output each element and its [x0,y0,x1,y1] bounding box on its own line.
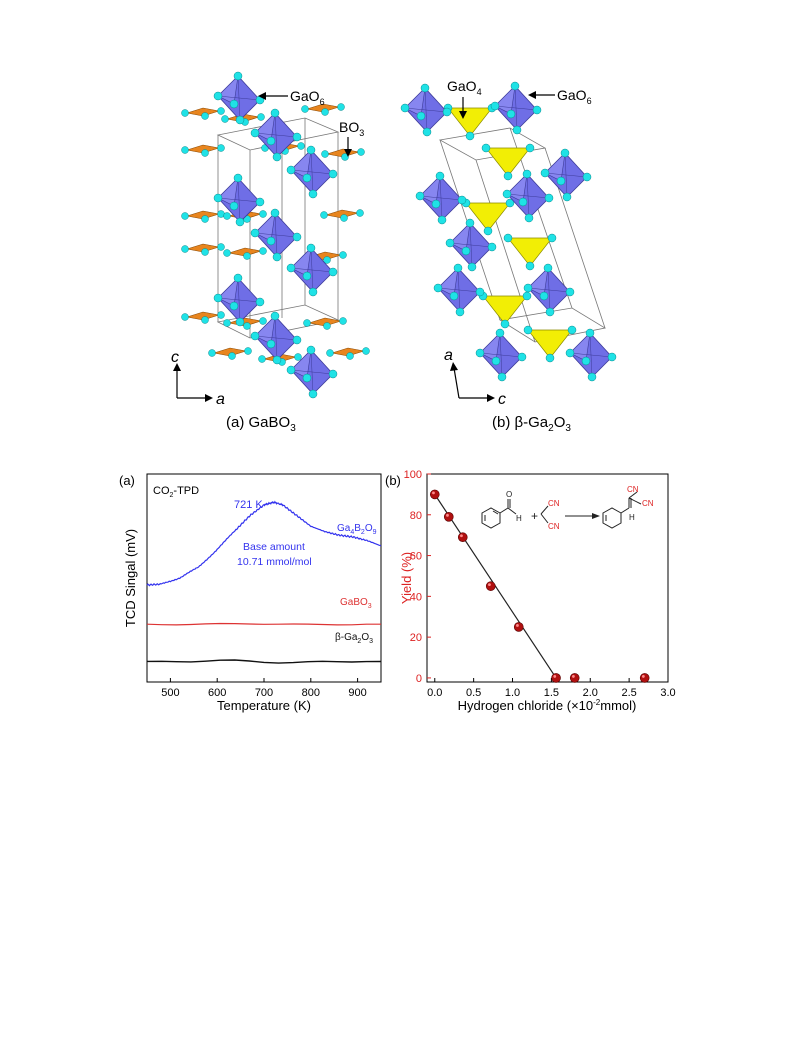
label-gao6-b: GaO6 [557,87,592,106]
yield-y-label: Yield (%) [399,552,414,604]
tpd-x-tick-label: 500 [161,687,179,699]
nitrile-label-2: CN [548,522,560,531]
svg-text:a: a [444,347,453,364]
reaction-scheme: O H + CN CN CN CN H [481,485,654,531]
yield-data-point [551,673,561,683]
yield-axes: 0.0 0.5 1.0 1.5 2.0 2.5 3.0 0 20 40 60 80 100 [404,470,676,699]
yield-data-point [443,512,454,522]
tpd-x-tick-label: 900 [348,687,366,699]
axes-indicator-b: a c [444,347,506,408]
yield-data-point [639,673,650,683]
yield-panel-label: (b) [385,473,401,488]
yield-x-tick-label: 2.5 [621,687,636,699]
tpd-series-line [146,622,381,626]
svg-text:c: c [171,349,179,366]
yield-x-tick-label: 1.0 [505,687,520,699]
yield-data-point-highlight [488,583,491,587]
tpd-x-tick-label: 800 [302,687,320,699]
crystal-structures-figure: GaO6 BO3 c a (a) GaBO3 [171,71,617,434]
yield-y-tick-label: 60 [410,551,422,563]
tpd-series-label-gabo3: GaBO3 [340,597,372,610]
tpd-base-amount-label: Base amount [243,541,305,553]
tpd-chart: (a) CO2-TPD 721 K Base amount 10.71 mmol… [119,473,382,713]
aldehyde-hydrogen: H [516,514,522,523]
axes-indicator-a: c a [171,349,225,408]
yield-data-point-highlight [446,513,449,517]
yield-y-tick-label: 0 [416,673,422,685]
yield-x-tick-label: 1.5 [544,687,559,699]
yield-data-point [513,622,524,632]
gabo3-structure [181,71,370,399]
malononitrile-structure [540,505,549,524]
product-nitrile-2: CN [642,499,654,508]
yield-x-tick-label: 0.5 [466,687,481,699]
yield-data-point-highlight [553,675,557,678]
yield-data-point-highlight [516,624,519,627]
yield-data-point [485,581,496,591]
tpd-series-label-ga4b2o9: Ga4B2O9 [337,523,377,536]
product-nitrile-1: CN [627,485,639,494]
yield-chart: (b) Yield (%) Hydrogen chloride (×10-2mm… [385,470,676,713]
label-gao4: GaO4 [447,78,482,97]
tpd-series-line [146,659,382,664]
nitrile-label-1: CN [548,499,560,508]
caption-panel-b: (b) β-Ga2O3 [492,414,571,434]
svg-text:a: a [216,391,225,408]
product-hydrogen: H [629,513,635,522]
yield-y-tick-label: 80 [410,510,422,522]
yield-x-tick-label: 2.0 [583,687,598,699]
tpd-x-axis: 500 600 700 800 900 [161,678,367,699]
tpd-y-label: TCD Singal (mV) [123,529,138,627]
product-structure [602,491,642,529]
svg-text:c: c [498,391,506,408]
yield-x-tick-label: 3.0 [660,687,675,699]
yield-data-point [429,489,440,500]
yield-x-tick-label: 0.0 [427,687,442,699]
tpd-peak-annotation: 721 K [234,499,263,511]
yield-y-tick-label: 40 [410,591,422,603]
benzaldehyde-structure [481,499,517,529]
reaction-plus: + [531,509,538,523]
yield-data-point [569,673,580,683]
tpd-title: CO2-TPD [153,485,199,499]
beta-ga2o3-structure [400,81,617,382]
aldehyde-oxygen: O [506,490,512,499]
yield-x-label: Hydrogen chloride (×10-2mmol) [458,698,637,713]
tpd-x-label: Temperature (K) [217,698,311,713]
label-gao6-a: GaO6 [290,88,325,107]
tpd-x-tick-label: 600 [208,687,226,699]
yield-y-tick-label: 20 [410,632,422,644]
yield-y-tick-label: 100 [404,470,422,481]
yield-plot-frame [426,473,669,683]
tpd-base-amount-value: 10.71 mmol/mol [237,556,312,568]
yield-data-point-highlight [641,675,645,678]
tpd-series-label-ga2o3: β-Ga2O3 [335,632,373,645]
yield-data-point-highlight [572,675,575,678]
tpd-series-group [146,500,382,664]
yield-data-point-highlight [460,534,463,538]
yield-points [429,489,650,683]
tpd-x-tick-label: 700 [255,687,273,699]
yield-data-point [457,532,468,543]
tpd-panel-label: (a) [119,473,135,488]
caption-panel-a: (a) GaBO3 [226,414,296,434]
yield-data-point-highlight [432,491,435,495]
label-bo3: BO3 [339,119,364,138]
tpd-series-line [146,500,382,587]
